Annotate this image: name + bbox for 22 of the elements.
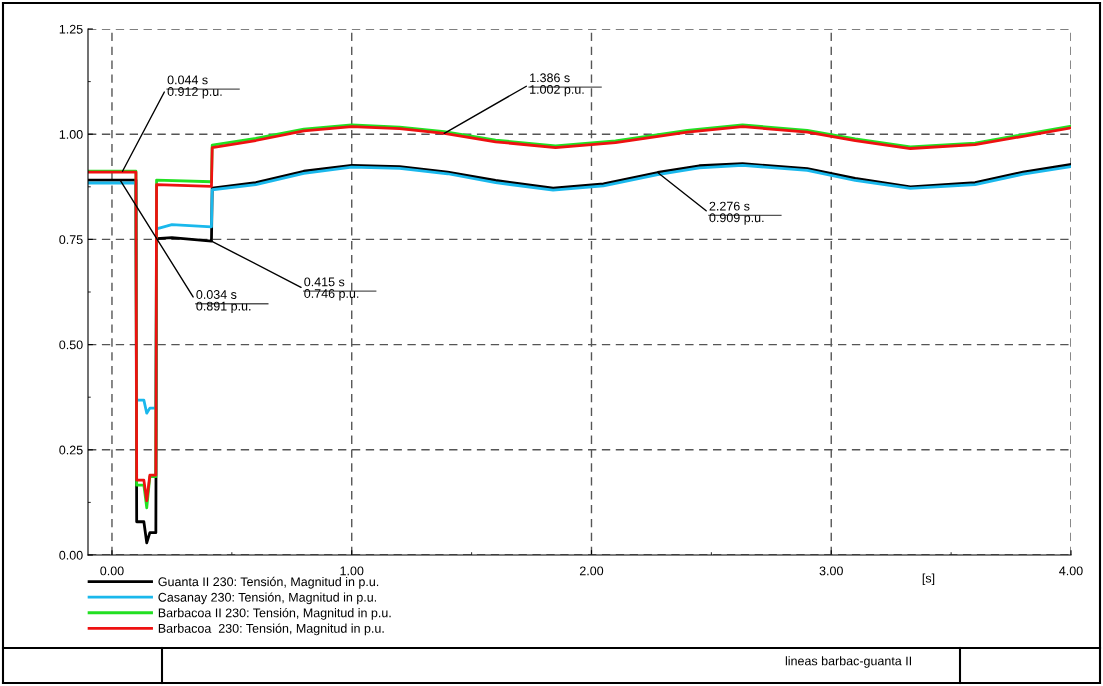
x-axis-title: [s] [922, 573, 935, 586]
y-tick-label: 0.75 [59, 235, 83, 245]
legend-label: Casanay 230: Tensión, Magnitud in p.u. [158, 592, 377, 605]
annotation: 2.276 s 0.909 p.u. [709, 201, 764, 225]
annotation: 0.044 s 0.912 p.u. [167, 75, 222, 99]
text: lineas barbac-guanta II [785, 656, 912, 668]
annotation: 1.386 s 1.002 p.u. [530, 73, 584, 97]
x-tick-label: 3.00 [819, 566, 843, 576]
legend-label: Barbacoa II 230: Tensión, Magnitud in p.u. [158, 607, 391, 620]
y-tick-label: 0.00 [59, 550, 83, 560]
annotation: 0.415 s 0.746 p.u. [304, 277, 359, 301]
x-tick-label: 2.00 [579, 566, 604, 576]
legend-label: Barbacoa 230: Tensión, Magnitud in p.u. [158, 623, 384, 636]
x-tick-label: 0.00 [100, 566, 124, 576]
x-tick-label: 4.00 [1059, 566, 1083, 576]
y-tick-label: 1.00 [59, 130, 83, 139]
annotation: 0.034 s 0.891 p.u. [196, 290, 251, 314]
legend-label: Guanta II 230: Tensión, Magnitud in p.u. [158, 576, 379, 589]
y-tick-label: 0.25 [59, 445, 83, 455]
x-tick-label: 1.00 [340, 566, 364, 576]
y-tick-label: 1.25 [59, 24, 83, 34]
y-tick-label: 0.50 [59, 340, 83, 350]
